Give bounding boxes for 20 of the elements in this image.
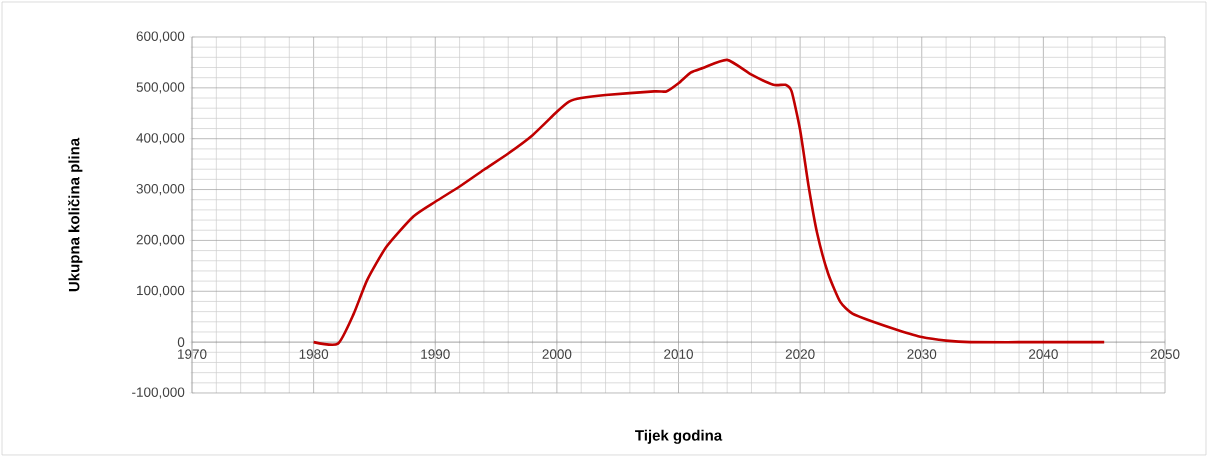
- x-tick-label: 2010: [664, 349, 693, 359]
- x-tick-label: 2030: [907, 349, 937, 359]
- line-series: [312, 58, 1106, 346]
- x-tick-label: 1990: [421, 349, 450, 359]
- x-axis-title: Tijek godina: [635, 429, 723, 444]
- y-tick-label: 100,000: [137, 285, 185, 297]
- x-tick-label: 2050: [1150, 349, 1180, 359]
- y-axis-title: Ukupna količina plina: [68, 137, 83, 292]
- y-tick-label: 500,000: [136, 82, 185, 94]
- y-tick-label: 300,000: [136, 183, 185, 196]
- x-tick-label: 2040: [1029, 349, 1058, 359]
- y-tick-label: 0: [177, 337, 185, 347]
- y-tick-label: 600,000: [136, 31, 185, 43]
- y-tick-label: 200,000: [136, 234, 185, 246]
- x-tick-label: 2020: [785, 349, 815, 359]
- x-tick-label: 2000: [542, 349, 572, 359]
- x-tick-label: 1980: [299, 349, 329, 359]
- y-tick-label: -100,000: [132, 387, 185, 399]
- x-tick-label: 1970: [178, 349, 207, 359]
- y-tick-label: 400,000: [136, 133, 185, 145]
